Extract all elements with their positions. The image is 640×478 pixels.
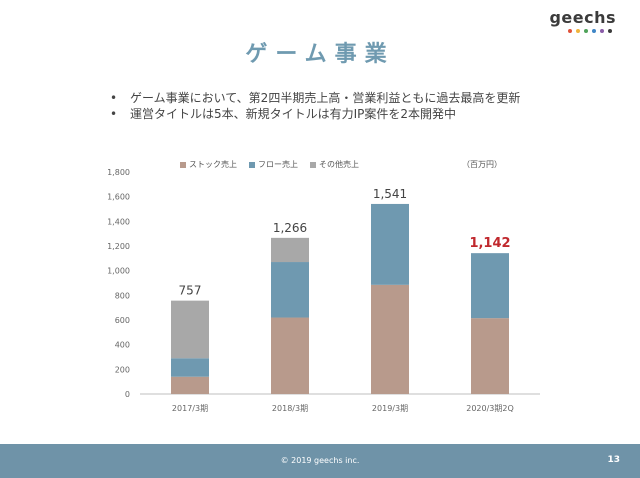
legend-label-stock: ストック売上 [189,160,237,169]
x-tick-label: 2019/3期 [372,404,408,413]
chart-legend: ストック売上 フロー売上 その他売上 [180,159,359,170]
logo-dots [568,29,612,33]
y-tick-label: 200 [115,365,130,374]
bar-total-label: 1,541 [373,187,407,201]
logo-dot [568,29,572,33]
y-tick-label: 1,400 [107,217,130,226]
logo-dot [576,29,580,33]
legend-item-other: その他売上 [310,159,359,170]
bar-segment [171,300,209,359]
footer-copyright: © 2019 geechs inc. [280,456,360,465]
footer-bar: © 2019 geechs inc. 13 [0,444,640,478]
stacked-bar-chart: 0 200 400 600 800 1,000 1,200 1,400 1,600 1,800 75… [107,168,540,413]
bullet-item: ゲーム事業において、第2四半期売上高・営業利益ともに過去最高を更新 [110,90,520,106]
bar-segment [371,203,409,285]
bar-total-label: 1,142 [469,236,510,251]
legend-swatch-stock [180,161,186,168]
company-logo: geechs [524,8,616,36]
logo-dot [600,29,604,33]
logo-dot [592,29,596,33]
legend-label-other: その他売上 [319,160,359,169]
bar-segment [371,284,409,394]
logo-dot [608,29,612,33]
y-tick-label: 1,600 [107,193,130,202]
bar-total-label: 1,266 [273,221,307,235]
bar-segment [271,262,309,318]
y-tick-label: 800 [115,291,130,300]
x-tick-label: 2018/3期 [272,404,308,413]
legend-swatch-other [310,161,316,168]
y-tick-label: 1,000 [107,267,130,276]
logo-text: geechs [549,8,616,27]
bar-segment [271,237,309,263]
bar-total-label: 757 [179,284,202,298]
bar-segment [471,253,509,319]
legend-item-stock: ストック売上 [180,159,237,170]
y-tick-label: 400 [115,341,130,350]
bar-segment [271,317,309,394]
y-tick-label: 0 [125,390,130,399]
bullet-item: 運営タイトルは5本、新規タイトルは有力IP案件を2本開発中 [110,106,520,122]
y-tick-label: 600 [115,316,130,325]
logo-dot [584,29,588,33]
legend-label-flow: フロー売上 [258,160,298,169]
x-tick-label: 2017/3期 [172,404,208,413]
bar-segment [471,318,509,394]
legend-swatch-flow [249,161,255,168]
bar-segment [171,358,209,377]
bar-segment [171,376,209,394]
slide-title: ゲーム事業 [245,42,395,67]
page-number: 13 [607,455,620,465]
x-tick-label: 2020/3期2Q [466,404,514,413]
y-tick-label: 1,800 [107,168,130,177]
y-tick-label: 1,200 [107,242,130,251]
bullet-list: ゲーム事業において、第2四半期売上高・営業利益ともに過去最高を更新 運営タイトル… [110,90,520,122]
legend-item-flow: フロー売上 [249,159,298,170]
unit-label: （百万円） [462,160,502,169]
